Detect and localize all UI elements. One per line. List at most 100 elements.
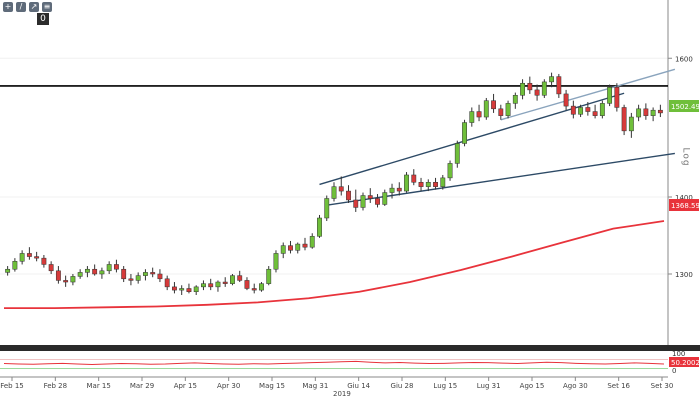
moving-average-line: [4, 220, 665, 310]
candle-body: [563, 93, 569, 107]
candle-body: [657, 109, 663, 114]
candle-body: [121, 268, 127, 280]
candle-body: [498, 108, 504, 116]
osc-marker-box: [669, 357, 699, 367]
candle-body: [26, 253, 32, 257]
candle-body: [549, 76, 555, 83]
x-tick-label: Feb 28: [44, 382, 68, 390]
candle-body: [55, 270, 61, 281]
candle-body: [186, 288, 192, 292]
pencil-icon[interactable]: /: [16, 2, 26, 12]
tools-icon[interactable]: ≡: [42, 2, 52, 12]
candle-body: [70, 276, 76, 283]
candle-body: [5, 268, 11, 273]
candle-body: [34, 256, 40, 259]
candle-body: [295, 243, 301, 251]
candle-body: [578, 107, 584, 115]
x-tick-label: Mag 31: [302, 382, 328, 390]
candle-body: [534, 89, 540, 96]
price-marker-box: [669, 100, 699, 112]
candle-body: [309, 236, 315, 248]
candle-body: [12, 261, 18, 270]
candle-body: [425, 182, 431, 187]
candle-body: [556, 76, 562, 95]
x-tick-label: Mar 15: [86, 382, 110, 390]
candle-body: [273, 253, 279, 270]
candle-body: [512, 95, 518, 104]
x-tick-label: Ago 15: [520, 382, 545, 390]
candle-body: [396, 187, 402, 192]
candle-body: [505, 103, 511, 116]
pointer-icon[interactable]: ↗: [29, 2, 39, 12]
candle-body: [84, 268, 90, 273]
candle-body: [215, 281, 221, 288]
candle-body: [63, 280, 69, 283]
log-scale-label[interactable]: Log: [680, 147, 691, 167]
candle-body: [491, 100, 496, 110]
candle-body: [157, 273, 163, 280]
osc-tick-100: 100: [672, 350, 685, 358]
candle-body: [643, 108, 649, 116]
candle-body: [527, 82, 533, 91]
candle-body: [418, 182, 424, 187]
candle-body: [193, 286, 199, 292]
candle-body: [41, 257, 47, 265]
candle-body: [476, 111, 482, 118]
candle-body: [585, 107, 591, 112]
y-tick-label: 1600: [675, 55, 693, 63]
candle-body: [143, 272, 148, 276]
candle-body: [266, 268, 272, 284]
candle-body: [628, 116, 634, 132]
candle-body: [164, 278, 170, 288]
osc-marker-label: 50.2002: [671, 359, 700, 367]
candle-body: [259, 283, 264, 291]
candle-body: [302, 243, 308, 248]
ma-marker-label: 1368.5952: [671, 202, 700, 210]
candle-body: [621, 107, 627, 132]
candle-body: [389, 187, 395, 193]
candle-body: [113, 264, 119, 270]
trend-channel-lines: [319, 68, 676, 206]
panel-separator: [0, 345, 700, 351]
crosshair-icon[interactable]: +: [3, 2, 13, 12]
candle-body: [324, 198, 330, 219]
candle-body: [411, 174, 417, 183]
x-tick-label: Ago 30: [563, 382, 588, 390]
candle-body: [19, 253, 25, 262]
ma-marker-box: [669, 199, 699, 211]
candle-body: [179, 288, 185, 291]
chart-toolbar[interactable]: + / ↗ ≡: [0, 0, 55, 14]
candle-body: [48, 264, 54, 272]
x-axis-ticks: Feb 15 Feb 28 Mar 15 Mar 29 Apr 15 Apr 30 Mag …: [0, 377, 673, 390]
x-tick-label: Lug 15: [433, 382, 457, 390]
candle-body: [592, 111, 598, 116]
y-tick-label: 1300: [675, 271, 693, 279]
candle-body: [106, 264, 112, 272]
candle-body: [599, 103, 605, 116]
candle-body: [92, 268, 98, 275]
candle-body: [237, 275, 243, 281]
candle-body: [230, 275, 235, 284]
candle-body: [346, 190, 351, 201]
x-tick-label: Lug 31: [477, 382, 501, 390]
candle-body: [128, 278, 134, 281]
channel-upper-line: [319, 92, 625, 186]
osc-tick-0: 0: [672, 367, 676, 375]
x-tick-label: Set 30: [651, 382, 674, 390]
candle-body: [150, 272, 156, 275]
ma-series-line: [4, 220, 665, 310]
candle-body: [469, 111, 475, 123]
candle-body: [520, 82, 525, 96]
candle-body: [135, 275, 141, 281]
osc-series-line: [3, 360, 665, 365]
candle-body: [433, 182, 438, 187]
candle-body: [375, 198, 380, 205]
x-tick-label: Apr 30: [217, 382, 240, 390]
candle-body: [77, 272, 83, 277]
candle-body: [288, 245, 293, 251]
candlestick-series: [5, 72, 663, 295]
candle-body: [541, 81, 547, 96]
candle-body: [201, 283, 206, 288]
upper-trend-line: [500, 68, 676, 121]
